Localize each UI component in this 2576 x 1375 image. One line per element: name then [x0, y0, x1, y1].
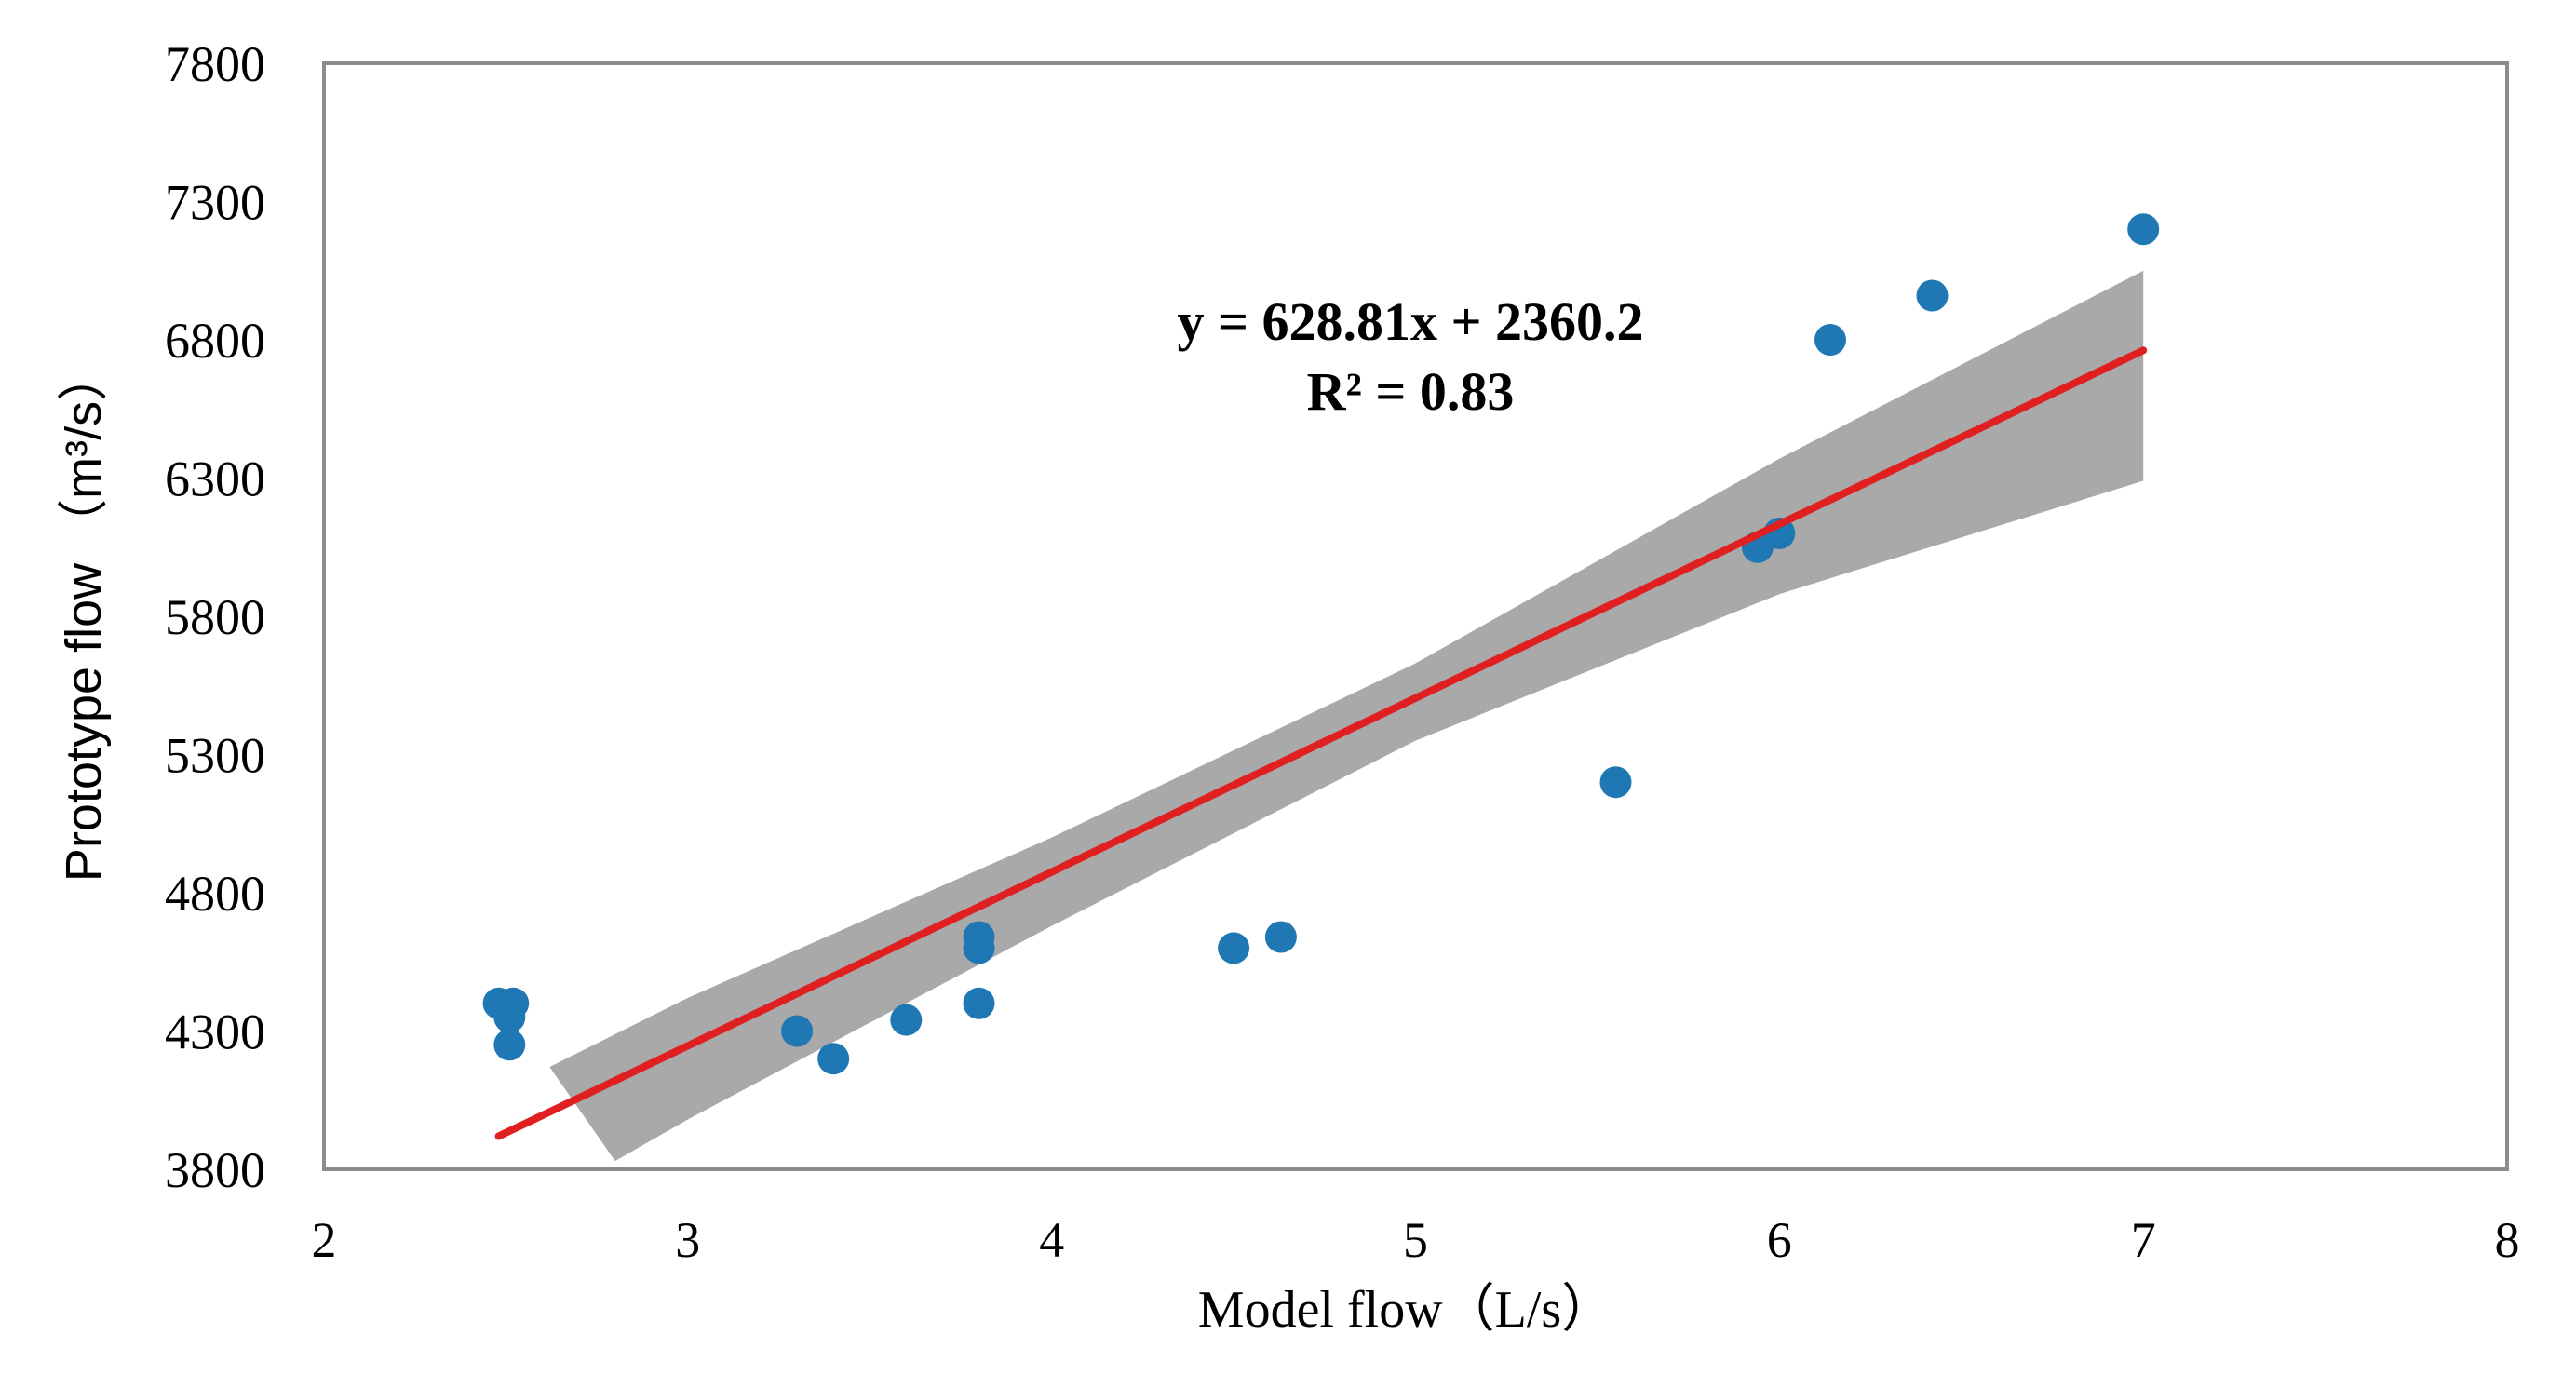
y-tick-label: 7800 [165, 36, 265, 92]
data-points-layer [482, 213, 2160, 1075]
data-point [781, 1015, 814, 1047]
data-point [890, 1004, 923, 1036]
data-point [1218, 932, 1250, 964]
y-tick-label: 6300 [165, 452, 265, 507]
data-point [1264, 921, 1297, 953]
confidence-band [549, 270, 2144, 1162]
y-axis-title: Prototype flow （m³/s） [56, 351, 112, 882]
data-point [1599, 766, 1632, 799]
x-axis-title: Model flow（L/s） [1198, 1281, 1613, 1339]
plot-area-frame [322, 61, 2509, 1171]
y-tick-label: 5800 [165, 589, 265, 645]
trendline-r-squared: R² = 0.83 [1307, 361, 1515, 422]
data-point [1916, 279, 1949, 312]
data-point [493, 1001, 526, 1033]
trendline-equation: y = 628.81x + 2360.2 [1177, 291, 1643, 352]
y-tick-label: 4300 [165, 1004, 265, 1060]
trendline-layer [494, 346, 2148, 1140]
y-tick-label: 4800 [165, 866, 265, 922]
x-tick-label: 3 [675, 1212, 700, 1268]
data-point [493, 1029, 526, 1061]
y-tick-labels: 3800 4300 4800 5300 5800 6300 6800 7300 7800 [165, 36, 265, 1198]
y-tick-label: 5300 [165, 728, 265, 784]
data-point [963, 987, 995, 1019]
data-point [2127, 213, 2160, 246]
x-tick-label: 8 [2495, 1212, 2520, 1268]
data-point [1814, 324, 1846, 356]
trendline [494, 346, 2148, 1140]
x-tick-label: 2 [312, 1212, 337, 1268]
x-tick-labels: 2 3 4 5 6 7 8 [312, 1212, 2520, 1268]
confidence-band-layer [549, 270, 2144, 1162]
x-tick-label: 4 [1039, 1212, 1064, 1268]
x-tick-label: 7 [2131, 1212, 2156, 1268]
y-tick-label: 6800 [165, 313, 265, 369]
data-point [817, 1043, 850, 1075]
data-point [963, 921, 995, 953]
x-tick-label: 6 [1767, 1212, 1792, 1268]
y-tick-label: 7300 [165, 175, 265, 231]
x-tick-label: 5 [1403, 1212, 1428, 1268]
y-tick-label: 3800 [165, 1142, 265, 1198]
